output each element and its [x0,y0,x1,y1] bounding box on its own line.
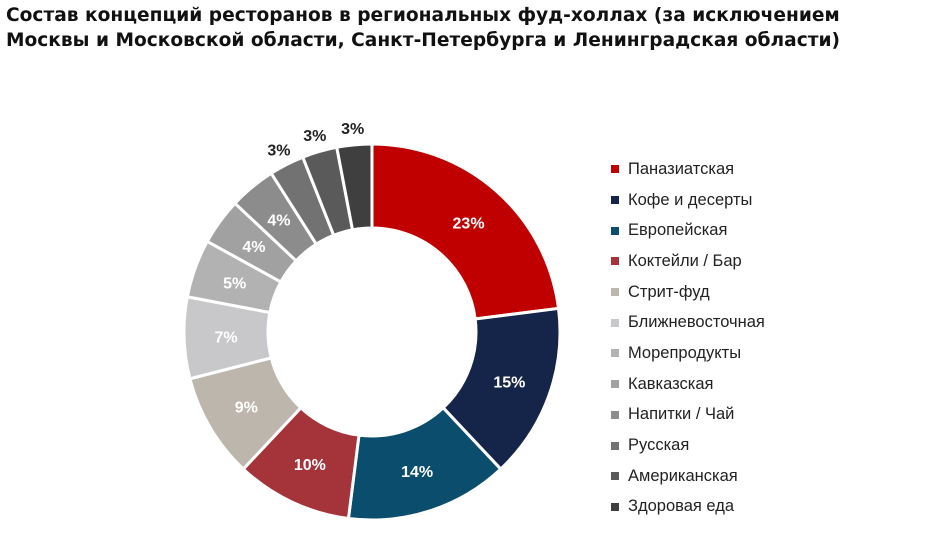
data-label: 3% [303,128,326,145]
legend-swatch [611,288,619,297]
legend-label: Кавказская [628,374,714,393]
legend-item: Здоровая еда [611,492,765,523]
legend-item: Кавказская [611,369,765,400]
legend-label: Русская [628,436,690,455]
data-label: 10% [294,457,326,474]
legend-item: Кофе и десерты [611,185,765,216]
data-label: 5% [223,276,246,293]
legend-item: Европейская [611,215,765,246]
legend-label: Напитки / Чай [628,405,735,424]
legend-item: Морепродукты [611,338,765,369]
legend: Паназиатская Кофе и десерты Европейская Кок… [611,154,765,522]
data-label: 3% [341,121,364,138]
legend-label: Стрит-фуд [628,282,710,301]
legend-swatch [611,226,619,235]
legend-swatch [611,349,619,358]
legend-swatch [611,257,619,266]
legend-label: Кофе и десерты [628,190,753,209]
legend-swatch [611,410,619,419]
legend-label: Здоровая еда [628,497,735,516]
data-label: 9% [235,399,258,416]
legend-swatch [611,318,619,327]
legend-label: Паназиатская [628,159,735,178]
chart-title: Состав концепций ресторанов в региональн… [6,3,840,53]
donut-slice-12 [335,142,374,232]
legend-item: Американская [611,461,765,492]
legend-swatch [611,441,619,450]
legend-label: Ближневосточная [628,313,765,332]
data-label: 7% [215,330,238,347]
title-line-1: Состав концепций ресторанов в региональн… [6,5,840,26]
legend-label: Коктейли / Бар [628,251,742,270]
legend-label: Американская [628,466,738,485]
legend-item: Русская [611,430,765,461]
data-label: 4% [267,213,290,230]
title-line-2: Москвы и Московской области, Санкт-Петер… [6,30,841,51]
legend-swatch [611,380,619,389]
legend-swatch [611,165,619,174]
data-label: 14% [401,464,433,481]
data-label: 3% [267,142,290,159]
legend-item: Стрит-фуд [611,277,765,308]
legend-item: Ближневосточная [611,307,765,338]
data-label: 4% [242,239,265,256]
legend-swatch [611,502,619,511]
donut-slice-1 [370,142,561,321]
legend-label: Европейская [628,221,728,240]
data-label: 15% [493,374,525,391]
legend-swatch [611,196,619,205]
legend-label: Морепродукты [628,343,742,362]
legend-item: Коктейли / Бар [611,246,765,277]
legend-item: Напитки / Чай [611,400,765,431]
legend-item: Паназиатская [611,154,765,185]
legend-swatch [611,472,619,481]
data-label: 23% [453,215,485,232]
